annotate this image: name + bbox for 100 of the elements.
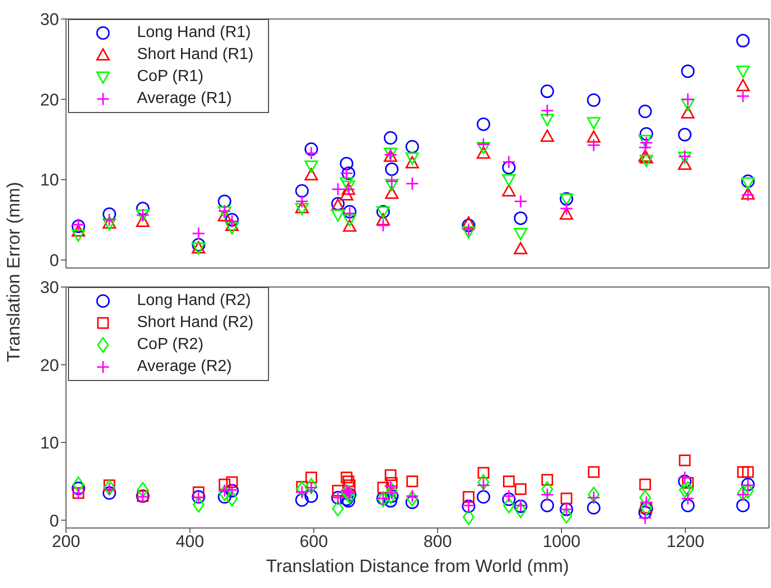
point bbox=[385, 178, 399, 192]
point bbox=[462, 509, 474, 526]
point bbox=[218, 209, 232, 222]
point bbox=[540, 84, 554, 98]
point bbox=[385, 174, 399, 188]
point bbox=[540, 104, 554, 118]
point bbox=[560, 207, 574, 220]
point bbox=[295, 493, 309, 507]
point bbox=[385, 486, 399, 500]
point bbox=[102, 486, 116, 500]
point bbox=[384, 479, 398, 493]
point bbox=[304, 160, 318, 173]
x-tick-label: 600 bbox=[300, 532, 328, 552]
point bbox=[296, 481, 308, 498]
point bbox=[502, 492, 516, 506]
point bbox=[736, 89, 750, 103]
point bbox=[588, 486, 600, 503]
point bbox=[192, 238, 206, 252]
point bbox=[218, 485, 230, 501]
point bbox=[462, 491, 474, 503]
point bbox=[678, 482, 691, 498]
point bbox=[736, 34, 750, 48]
point bbox=[514, 228, 528, 240]
point bbox=[742, 482, 754, 499]
point bbox=[331, 209, 345, 222]
point bbox=[681, 64, 695, 78]
point bbox=[541, 474, 554, 486]
point bbox=[540, 130, 554, 142]
point bbox=[639, 490, 651, 506]
point bbox=[406, 490, 418, 506]
point bbox=[304, 142, 318, 156]
point bbox=[226, 476, 238, 488]
point bbox=[682, 481, 694, 498]
point bbox=[72, 482, 86, 496]
point bbox=[342, 219, 356, 232]
point bbox=[502, 174, 516, 186]
point bbox=[340, 177, 354, 190]
point bbox=[102, 482, 116, 496]
point bbox=[332, 500, 344, 517]
point bbox=[741, 174, 755, 188]
point bbox=[736, 78, 750, 92]
point bbox=[681, 492, 695, 506]
point bbox=[376, 218, 390, 232]
point bbox=[638, 506, 652, 520]
x-tick-label: 1200 bbox=[666, 532, 704, 552]
point bbox=[342, 214, 356, 227]
legend-label: Short Hand (R2) bbox=[137, 314, 254, 332]
point bbox=[295, 194, 309, 208]
point bbox=[681, 92, 695, 106]
point bbox=[586, 130, 600, 143]
point bbox=[102, 207, 116, 221]
y-tick-label: 0 bbox=[50, 251, 59, 270]
point bbox=[736, 66, 750, 78]
point bbox=[588, 466, 600, 478]
point bbox=[681, 498, 695, 512]
point bbox=[476, 142, 490, 154]
point bbox=[384, 469, 396, 481]
point bbox=[640, 154, 654, 168]
point bbox=[344, 479, 356, 492]
point bbox=[386, 477, 398, 489]
point bbox=[514, 211, 528, 225]
point bbox=[332, 484, 344, 497]
point bbox=[741, 177, 755, 190]
point bbox=[476, 146, 490, 159]
point bbox=[476, 478, 490, 492]
point bbox=[586, 138, 600, 152]
point bbox=[405, 140, 419, 154]
point bbox=[304, 480, 318, 494]
point bbox=[540, 114, 554, 126]
point bbox=[72, 230, 86, 242]
point bbox=[304, 489, 318, 503]
point bbox=[405, 176, 419, 190]
point bbox=[225, 218, 239, 231]
point bbox=[104, 480, 116, 496]
point bbox=[678, 474, 692, 488]
y-tick-label: 20 bbox=[40, 356, 59, 375]
point bbox=[405, 496, 419, 510]
point bbox=[192, 226, 206, 240]
point bbox=[514, 502, 526, 518]
x-tick-label: 800 bbox=[423, 532, 452, 552]
point bbox=[295, 485, 309, 499]
point bbox=[503, 476, 515, 488]
point bbox=[385, 162, 399, 176]
point bbox=[514, 242, 528, 254]
y-tick-label: 30 bbox=[40, 10, 59, 30]
point bbox=[678, 128, 692, 142]
point bbox=[340, 472, 352, 484]
point bbox=[462, 218, 476, 232]
point bbox=[737, 466, 749, 478]
point bbox=[502, 160, 516, 174]
x-tick-label: 1000 bbox=[542, 532, 580, 552]
point bbox=[540, 488, 554, 502]
point bbox=[218, 490, 232, 504]
point bbox=[586, 501, 600, 515]
point bbox=[226, 490, 238, 506]
point bbox=[192, 496, 204, 513]
point bbox=[678, 454, 691, 466]
point bbox=[502, 184, 516, 196]
point bbox=[502, 489, 516, 503]
y-tick-label: 10 bbox=[40, 434, 59, 453]
